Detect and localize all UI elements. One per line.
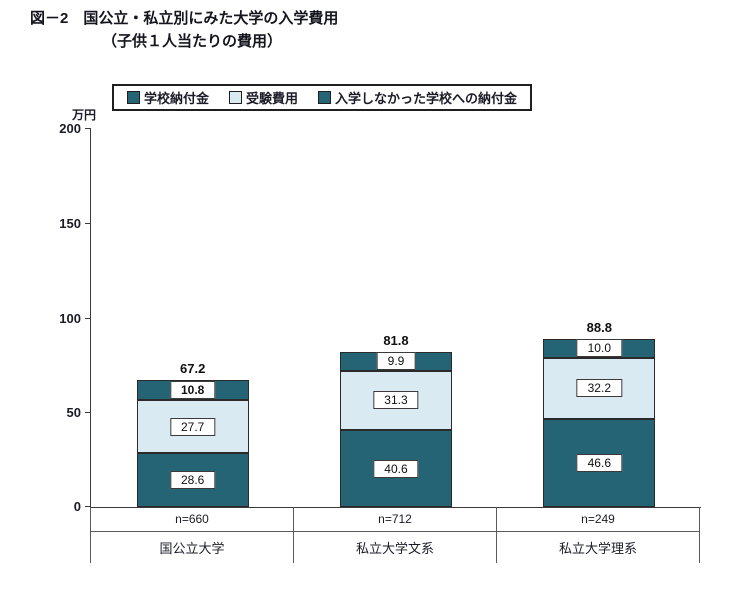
category-label: 国公立大学 (159, 541, 225, 556)
y-axis-label: 50 (66, 405, 81, 421)
segment-value-label: 46.6 (576, 453, 622, 472)
legend-item-non-enrolled-payment: 入学しなかった学校への納付金 (318, 88, 517, 107)
sample-size-label: n=660 (91, 507, 293, 532)
category-cell: n=249 私立大学理系 (497, 507, 700, 563)
sample-size-label: n=249 (497, 507, 699, 532)
stacked-bar: 81.8 9.9 31.3 40.6 (339, 128, 452, 507)
bar-total-label: 67.2 (180, 360, 206, 376)
legend-item-school-payment: 学校納付金 (127, 88, 209, 107)
category-cell: n=660 国公立大学 (90, 507, 294, 563)
bar-segment-non-enrolled: 10.0 (543, 338, 656, 358)
plot-area: 200 150 100 50 0 67.2 10.8 27.7 28. (59, 121, 701, 514)
category-axis: n=660 国公立大学 n=712 私立大学文系 n=249 私立大学理系 (90, 507, 700, 563)
segment-value-label: 31.3 (373, 391, 419, 410)
bar-segment-exam-fee: 27.7 (136, 400, 249, 453)
legend-swatch-light-icon (229, 91, 243, 104)
segment-value-label: 28.6 (169, 470, 216, 489)
segment-value-label: 9.9 (376, 352, 416, 371)
legend-item-exam-fee: 受験費用 (229, 88, 298, 107)
bar-segment-exam-fee: 31.3 (339, 370, 452, 431)
y-axis-tick (85, 506, 91, 507)
bar-segment-non-enrolled: 9.9 (339, 352, 452, 371)
segment-value-label: 40.6 (373, 459, 419, 478)
bar-segment-school-payment: 28.6 (136, 452, 249, 507)
legend: 学校納付金 受験費用 入学しなかった学校への納付金 (112, 84, 533, 111)
chart-title-line1: 図－2 国公立・私立別にみた大学の入学費用 (30, 10, 339, 27)
legend-label: 受験費用 (246, 91, 299, 106)
legend-swatch-dark-icon (318, 91, 332, 104)
y-axis-tick (85, 317, 91, 319)
bar-group-national-public: 67.2 10.8 27.7 28.6 (91, 128, 294, 507)
y-axis-tick (85, 412, 91, 414)
bar-segment-school-payment: 46.6 (543, 418, 656, 507)
y-axis-tick (85, 222, 91, 224)
bar-total-label: 88.8 (586, 319, 612, 335)
category-cell: n=712 私立大学文系 (294, 507, 497, 563)
sample-size-label: n=712 (294, 507, 496, 532)
bar-segment-non-enrolled: 10.8 (136, 379, 249, 401)
y-axis-unit-label: 万円 (72, 108, 97, 122)
segment-value-label: 10.0 (576, 339, 622, 358)
legend-label: 学校納付金 (144, 91, 210, 106)
chart-title-line2: （子供１人当たりの費用） (102, 32, 283, 50)
category-label: 私立大学文系 (355, 541, 434, 556)
bar-segment-exam-fee: 32.2 (543, 357, 656, 419)
y-axis-label: 100 (59, 310, 81, 326)
chart-title: 図－2 国公立・私立別にみた大学の入学費用 （子供１人当たりの費用） (30, 8, 338, 53)
segment-value-label: 10.8 (169, 381, 216, 400)
y-axis-label: 150 (59, 215, 81, 231)
bar-total-label: 81.8 (383, 333, 409, 349)
bar-segment-school-payment: 40.6 (339, 430, 452, 507)
legend-swatch-dark-icon (127, 91, 140, 104)
segment-value-label: 27.7 (169, 417, 216, 436)
legend-label: 入学しなかった学校への納付金 (335, 91, 518, 106)
y-axis-tick (85, 128, 91, 129)
category-label: 私立大学理系 (558, 541, 637, 556)
y-axis-label: 200 (59, 121, 81, 136)
y-axis-label: 0 (73, 499, 81, 514)
bar-group-private-science: 88.8 10.0 32.2 46.6 (498, 128, 701, 507)
bar-group-private-humanities: 81.8 9.9 31.3 40.6 (294, 128, 497, 507)
segment-value-label: 32.2 (576, 379, 622, 398)
stacked-bar: 67.2 10.8 27.7 28.6 (136, 128, 249, 507)
bars-container: 67.2 10.8 27.7 28.6 81.8 9.9 (91, 128, 701, 507)
stacked-bar: 88.8 10.0 32.2 46.6 (543, 128, 656, 507)
